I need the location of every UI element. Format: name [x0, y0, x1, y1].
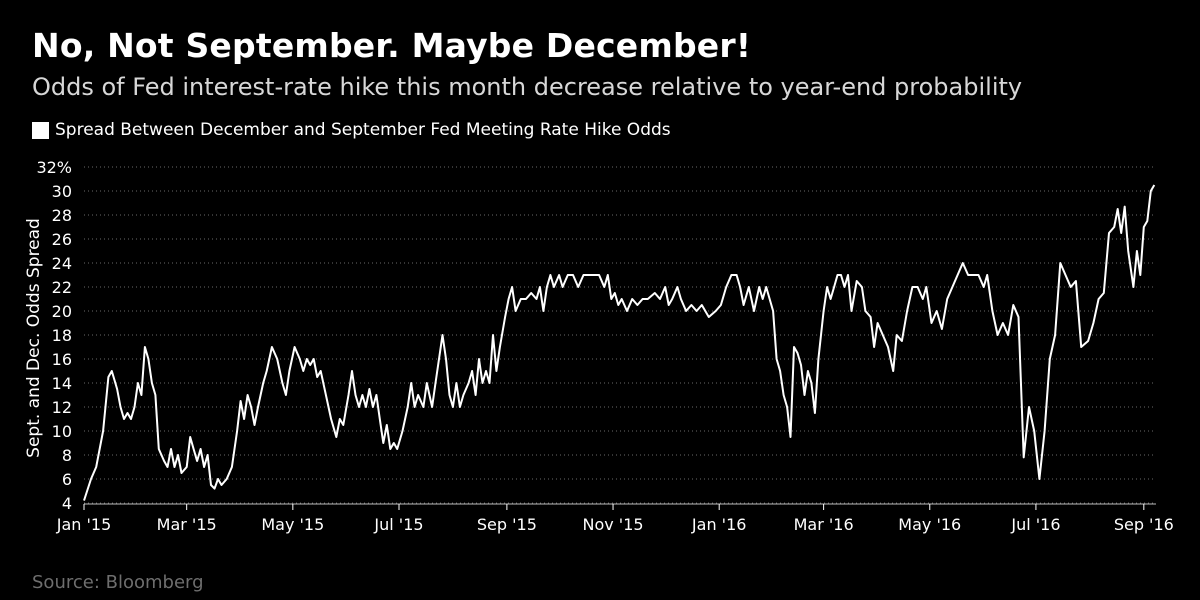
y-tick-label: 26: [52, 230, 72, 249]
grid-lines: [84, 166, 1156, 504]
y-tick-label: 30: [52, 182, 72, 201]
source-note: Source: Bloomberg: [32, 572, 204, 593]
y-axis-ticks: 4 6 8 10 12 14 16 18 20 22 24 26 28 30 32%: [36, 158, 72, 513]
x-tick-label: May '16: [898, 515, 961, 534]
y-axis-label: Sept. and Dec. Odds Spread: [24, 218, 44, 458]
x-tick-label: Sep '15: [477, 515, 537, 534]
y-tick-label: 12: [52, 398, 72, 417]
x-tick-label: Jan '15: [56, 515, 112, 534]
series-line: [83, 184, 1156, 501]
x-tick-label: Mar '16: [794, 515, 854, 534]
x-tick-label: Jul '16: [1010, 515, 1060, 534]
x-tick-label: Jan '16: [691, 515, 747, 534]
y-tick-label: 10: [52, 422, 72, 441]
y-tick-label: 28: [52, 206, 72, 225]
x-axis-ticks: Jan '15 Mar '15 May '15 Jul '15 Sep '15 Nov '…: [56, 503, 1174, 534]
y-tick-label: 32%: [36, 158, 72, 177]
legend: Spread Between December and September Fe…: [32, 120, 671, 140]
y-tick-label: 14: [52, 374, 72, 393]
legend-swatch: [32, 121, 49, 139]
x-tick-label: May '15: [261, 515, 324, 534]
y-tick-label: 18: [52, 326, 72, 345]
x-tick-label: Sep '16: [1114, 515, 1174, 534]
y-tick-label: 20: [52, 302, 72, 321]
chart-subtitle: Odds of Fed interest-rate hike this mont…: [32, 73, 1023, 101]
chart-title: No, Not September. Maybe December!: [32, 26, 752, 65]
y-tick-label: 4: [62, 494, 72, 513]
x-tick-label: Jul '15: [373, 515, 423, 534]
legend-label: Spread Between December and September Fe…: [55, 120, 671, 140]
y-tick-label: 8: [62, 446, 72, 465]
x-tick-label: Mar '15: [157, 515, 217, 534]
y-tick-label: 22: [52, 278, 72, 297]
y-tick-label: 16: [52, 350, 72, 369]
x-tick-label: Nov '15: [582, 515, 643, 534]
y-tick-label: 24: [52, 254, 72, 273]
y-tick-label: 6: [62, 470, 72, 489]
